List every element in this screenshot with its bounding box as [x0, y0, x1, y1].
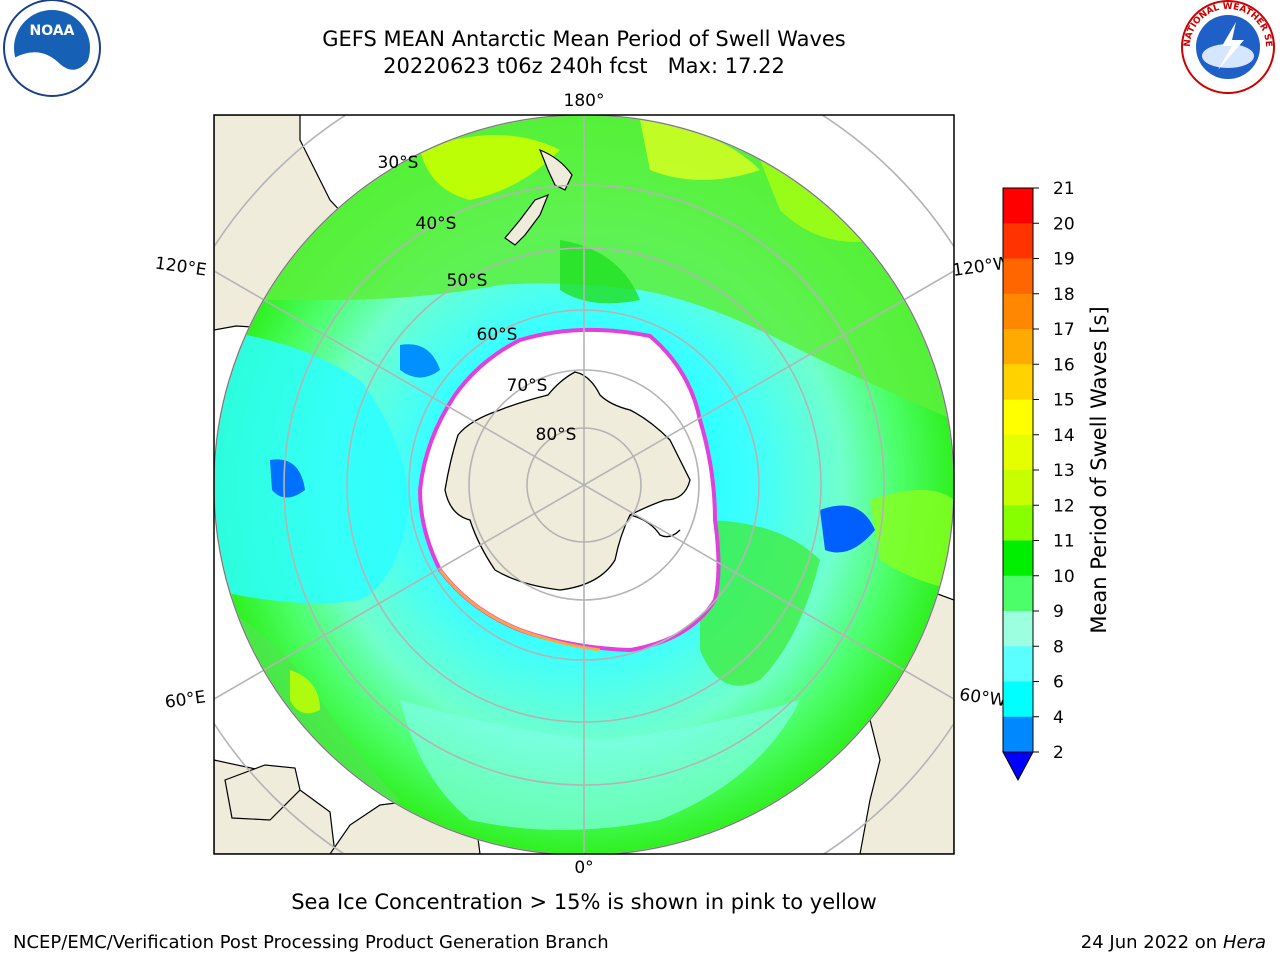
colorbar-swatch [1003, 681, 1033, 718]
colorbar-swatch [1003, 575, 1033, 612]
noaa-logo-text: NOAA [30, 23, 75, 39]
colorbar-tick-label: 2 [1053, 743, 1064, 763]
lat-label-30s: 30°S [378, 153, 419, 173]
colorbar-tick-label: 9 [1053, 602, 1064, 622]
lon-label-120w: 120°W [951, 253, 1011, 281]
lat-label-40s: 40°S [416, 214, 457, 234]
noaa-logo: NOAA [3, 0, 101, 97]
nws-logo-text: NATIONAL WEATHER SERVICE [0, 0, 1273, 47]
colorbar-swatch [1003, 505, 1033, 541]
colorbar-swatch [1003, 611, 1033, 647]
nws-logo: NATIONAL WEATHER SERVICE [0, 0, 1275, 94]
colorbar-swatches [1003, 188, 1033, 753]
colorbar-tick-label: 6 [1053, 673, 1064, 693]
colorbar-tick-label: 10 [1053, 567, 1075, 587]
lat-label-80s: 80°S [536, 425, 577, 445]
land-madagascar [224, 764, 301, 821]
footer-right: 24 Jun 2022 on Hera [1081, 932, 1266, 953]
colorbar-swatch [1003, 716, 1033, 753]
lon-label-120e: 120°E [154, 254, 208, 281]
lat-label-60s: 60°S [477, 325, 518, 345]
lat-label-50s: 50°S [447, 271, 488, 291]
footer-date: 24 Jun 2022 on [1080, 932, 1218, 953]
colorbar-swatch [1003, 399, 1033, 436]
colorbar-tick-label: 11 [1053, 532, 1075, 552]
colorbar-underflow-arrow [1002, 751, 1034, 782]
colorbar-tick-label: 4 [1053, 708, 1064, 728]
title-line-1: GEFS MEAN Antarctic Mean Period of Swell… [322, 27, 846, 51]
land-antarctic-peninsula [629, 514, 681, 538]
lon-label-60w: 60°W [958, 685, 1007, 711]
graticule [214, 115, 954, 854]
map-frame [213, 114, 955, 855]
colorbar-swatch [1003, 470, 1033, 506]
colorbar-tick-label: 19 [1053, 250, 1075, 270]
latitude-labels: 30°S 40°S 50°S 60°S 70°S 80°S [378, 153, 577, 445]
colorbar-tick-label: 16 [1053, 355, 1075, 375]
colorbar-swatch [1003, 293, 1033, 330]
colorbar-swatch [1003, 188, 1033, 224]
colorbar-swatch [1003, 258, 1033, 295]
colorbar-tick-label: 18 [1053, 285, 1075, 305]
colorbar-tick-label: 13 [1053, 461, 1075, 481]
colorbar-tick-label: 8 [1053, 637, 1064, 657]
colorbar-tick-label: 20 [1053, 214, 1075, 234]
colorbar-swatch [1003, 364, 1033, 400]
land-antarctica [444, 371, 691, 591]
map-frame-content [214, 115, 954, 854]
colorbar-ticks: 21 20 19 18 17 16 15 14 13 12 11 10 9 8 6 4 2 [1033, 179, 1075, 763]
colorbar-swatch [1003, 646, 1033, 682]
footer-machine: Hera [1222, 932, 1266, 953]
colorbar-swatch [1003, 223, 1033, 259]
colorbar-tick-label: 14 [1053, 426, 1075, 446]
colorbar: 21 20 19 18 17 16 15 14 13 12 11 10 9 8 6 4 2 Mean Perio… [1002, 179, 1111, 782]
caption: Sea Ice Concentration > 15% is shown in … [291, 890, 877, 914]
lat-label-70s: 70°S [507, 376, 548, 396]
colorbar-swatch [1003, 329, 1033, 365]
lon-label-180: 180° [564, 91, 605, 111]
lon-label-60e: 60°E [164, 687, 207, 712]
colorbar-tick-label: 17 [1053, 320, 1075, 340]
colorbar-tick-label: 21 [1053, 179, 1075, 199]
colorbar-title: Mean Period of Swell Waves [s] [1087, 306, 1111, 633]
footer-left: NCEP/EMC/Verification Post Processing Pr… [13, 932, 609, 953]
colorbar-tick-label: 12 [1053, 496, 1075, 516]
colorbar-swatch [1003, 434, 1033, 471]
colorbar-swatch [1003, 540, 1033, 577]
lon-label-0: 0° [574, 858, 593, 878]
title-line-2: 20220623 t06z 240h fcst Max: 17.22 [383, 54, 785, 78]
colorbar-tick-label: 15 [1053, 391, 1075, 411]
